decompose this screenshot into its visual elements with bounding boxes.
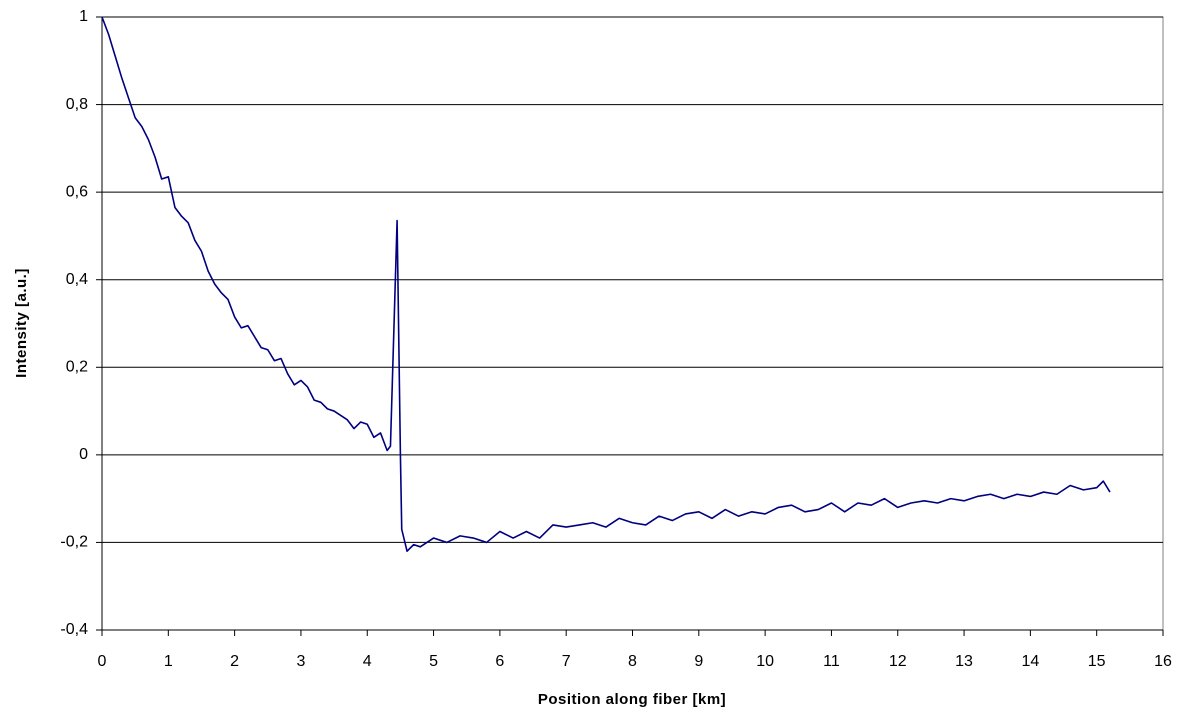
x-tick-label: 8 <box>628 653 637 670</box>
y-tick-label: -0,2 <box>60 534 88 551</box>
x-tick-label: 9 <box>694 653 703 670</box>
x-tick-label: 16 <box>1154 653 1172 670</box>
x-tick-label: 15 <box>1088 653 1106 670</box>
x-tick-label: 14 <box>1021 653 1039 670</box>
x-tick-label: 0 <box>98 653 107 670</box>
y-tick-label: 0,8 <box>66 96 88 113</box>
x-tick-label: 13 <box>955 653 973 670</box>
x-axis-title: Position along fiber [km] <box>538 691 726 708</box>
plot-frame <box>101 16 1164 631</box>
x-tick-label: 4 <box>363 653 372 670</box>
x-tick-label: 2 <box>230 653 239 670</box>
y-tick-label: 0 <box>79 446 88 463</box>
y-tick-label: 0,4 <box>66 271 88 288</box>
x-tick-label: 5 <box>429 653 438 670</box>
y-tick-label: 0,2 <box>66 359 88 376</box>
y-tick-label: 0,6 <box>66 183 88 200</box>
x-tick-label: 6 <box>495 653 504 670</box>
y-axis-title: Intensity [a.u.] <box>13 268 30 378</box>
x-tick-label: 3 <box>296 653 305 670</box>
data-line <box>101 16 1111 552</box>
x-tick-label: 11 <box>823 653 840 670</box>
y-tick-label: -0,4 <box>60 621 88 638</box>
x-tick-label: 10 <box>756 653 774 670</box>
x-tick-label: 7 <box>562 653 571 670</box>
x-tick-label: 1 <box>164 653 173 670</box>
y-tick-label: 1 <box>79 8 88 25</box>
x-tick-label: 12 <box>889 653 907 670</box>
